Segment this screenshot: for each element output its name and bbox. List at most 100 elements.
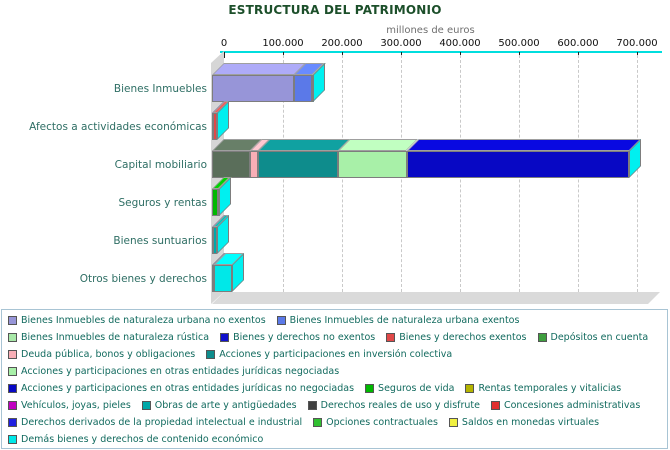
legend-swatch [8, 350, 17, 359]
bar-segment [338, 151, 407, 178]
legend-label: Acciones y participaciones en otras enti… [21, 366, 340, 377]
bar-segment [249, 151, 258, 178]
legend-label: Obras de arte y antigüedades [154, 400, 297, 411]
legend-item: Acciones y participaciones en otras enti… [8, 366, 339, 377]
axis-tick-label: 100.000 [262, 38, 304, 49]
legend-label: Bienes Inmuebles de naturaleza rústica [21, 332, 210, 343]
legend-label: Saldos en monedas virtuales [461, 417, 600, 428]
bar-segment [213, 265, 232, 292]
axis-tick-label: 400.000 [439, 38, 481, 49]
legend-item: Acciones y participaciones en inversión … [206, 349, 452, 360]
legend-item: Deuda pública, bonos y obligaciones [8, 349, 195, 360]
legend-label: Derechos derivados de la propiedad intel… [21, 417, 303, 428]
bar-segment [258, 151, 339, 178]
legend-row: Bienes Inmuebles de naturaleza rústica Bi… [8, 329, 667, 346]
legend-item: Saldos en monedas virtuales [448, 417, 600, 428]
x-axis-line [220, 51, 662, 53]
axis-tick-label: 600.000 [557, 38, 599, 49]
category-label: Seguros y rentas [118, 196, 207, 209]
gridline [637, 55, 638, 292]
axis-tick-label: 700.000 [616, 38, 658, 49]
category-label: Bienes Inmuebles [113, 82, 207, 95]
axis-unit-label: millones de euros [386, 25, 475, 36]
legend: Bienes Inmuebles de naturaleza urbana no… [1, 309, 668, 449]
legend-row: Derechos derivados de la propiedad intel… [8, 414, 667, 431]
legend-label: Depósitos en cuenta [550, 332, 649, 343]
legend-label: Acciones y participaciones en inversión … [219, 349, 453, 360]
legend-swatch [8, 384, 17, 393]
category-label: Bienes suntuarios [113, 234, 207, 247]
axis-tick-label: 200.000 [321, 38, 363, 49]
axis-tick-label: 0 [220, 38, 228, 49]
legend-swatch [8, 367, 17, 376]
legend-label: Seguros de vida [378, 383, 455, 394]
legend-item: Acciones y participaciones en otras enti… [8, 383, 354, 394]
legend-row: Bienes Inmuebles de naturaleza urbana no… [8, 312, 667, 329]
legend-item: Opciones contractuales [313, 417, 438, 428]
legend-item: Bienes Inmuebles de naturaleza urbana no… [8, 315, 266, 326]
legend-label: Derechos reales de uso y disfrute [320, 400, 480, 411]
axis-tick-label: 300.000 [380, 38, 422, 49]
legend-swatch [220, 333, 230, 342]
legend-swatch [490, 401, 500, 410]
legend-item: Bienes Inmuebles de naturaleza urbana ex… [276, 315, 520, 326]
legend-swatch [8, 435, 17, 444]
legend-label: Bienes y derechos exentos [399, 332, 527, 343]
legend-label: Rentas temporales y vitalicias [478, 383, 622, 394]
axis-tick-label: 500.000 [498, 38, 540, 49]
legend-item: Vehículos, joyas, pieles [8, 400, 131, 411]
bar-top-face [338, 139, 419, 151]
legend-swatch [8, 316, 17, 325]
legend-label: Deuda pública, bonos y obligaciones [21, 349, 196, 360]
legend-swatch [8, 333, 17, 342]
legend-swatch [276, 316, 286, 325]
bar-segment [406, 151, 630, 178]
bar-top-face [406, 139, 642, 151]
legend-row: Vehículos, joyas, pieles Obras de arte y … [8, 397, 667, 414]
legend-label: Acciones y participaciones en otras enti… [21, 383, 355, 394]
legend-label: Bienes Inmuebles de naturaleza urbana ex… [289, 315, 520, 326]
legend-swatch [141, 401, 151, 410]
legend-row: Acciones y participaciones en otras enti… [8, 380, 667, 397]
legend-item: Obras de arte y antigüedades [141, 400, 297, 411]
legend-swatch [448, 418, 458, 427]
legend-row: Demás bienes y derechos de contenido eco… [8, 431, 667, 448]
plot-floor [212, 292, 660, 304]
legend-swatch [8, 418, 17, 427]
category-label: Afectos a actividades económicas [29, 120, 207, 133]
legend-item: Bienes y derechos exentos [386, 332, 527, 343]
legend-swatch [307, 401, 317, 410]
chart-title: ESTRUCTURA DEL PATRIMONIO [228, 3, 442, 17]
legend-swatch [313, 418, 323, 427]
bar-top-face [212, 63, 306, 75]
legend-row: Deuda pública, bonos y obligaciones Accio… [8, 346, 667, 363]
legend-swatch [386, 333, 396, 342]
legend-item: Bienes y derechos no exentos [220, 332, 375, 343]
bar-segment [212, 75, 294, 102]
legend-row: Acciones y participaciones en otras enti… [8, 363, 667, 380]
bar-top-face [258, 139, 351, 151]
legend-swatch [465, 384, 475, 393]
legend-item: Seguros de vida [365, 383, 454, 394]
bar-segment [213, 227, 217, 254]
legend-item: Concesiones administrativas [490, 400, 641, 411]
legend-item: Rentas temporales y vitalicias [465, 383, 621, 394]
legend-item: Demás bienes y derechos de contenido eco… [8, 434, 263, 445]
legend-label: Vehículos, joyas, pieles [21, 400, 131, 411]
bar-segment [212, 189, 218, 216]
bar-segment [212, 113, 217, 140]
legend-item: Derechos reales de uso y disfrute [307, 400, 480, 411]
category-label: Otros bienes y derechos [79, 272, 207, 285]
bar-segment [212, 151, 250, 178]
legend-label: Bienes Inmuebles de naturaleza urbana no… [21, 315, 266, 326]
legend-label: Demás bienes y derechos de contenido eco… [21, 434, 264, 445]
legend-swatch [365, 384, 375, 393]
legend-item: Derechos derivados de la propiedad intel… [8, 417, 302, 428]
legend-label: Opciones contractuales [326, 417, 438, 428]
axis-tick-mark [224, 52, 225, 58]
legend-swatch [206, 350, 216, 359]
category-label: Capital mobiliario [114, 158, 207, 171]
legend-label: Concesiones administrativas [503, 400, 641, 411]
bar-segment [294, 75, 313, 102]
